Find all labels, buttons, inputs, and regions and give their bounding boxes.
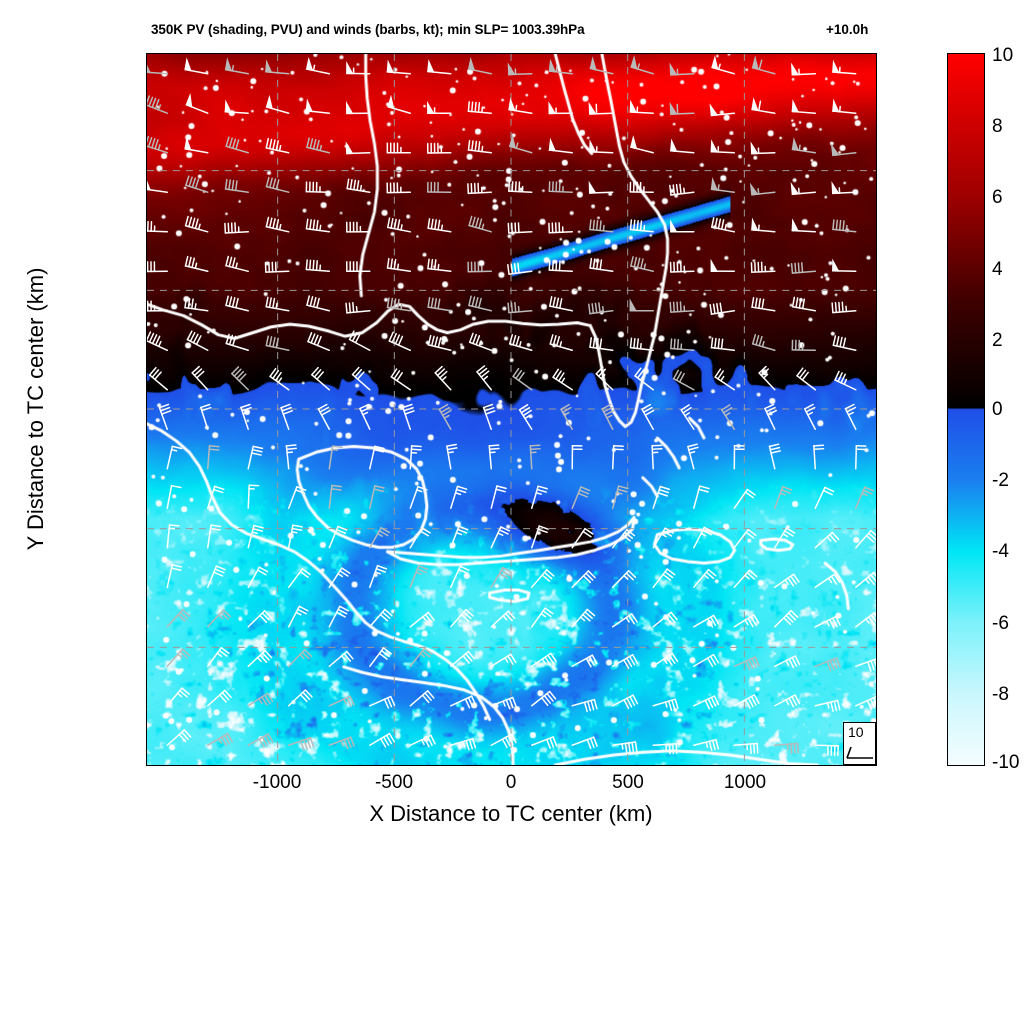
barb-reference-legend: 10 bbox=[843, 722, 876, 765]
plot-title: 350K PV (shading, PVU) and winds (barbs,… bbox=[151, 22, 585, 37]
barb-reference-icon bbox=[846, 746, 873, 759]
colorbar-tick-label: 2 bbox=[992, 330, 1003, 351]
colorbar-tick-label: 10 bbox=[992, 45, 1014, 66]
colorbar-tick-label: -8 bbox=[992, 684, 1009, 705]
x-tick-label: -500 bbox=[374, 772, 414, 793]
pv-shading-canvas bbox=[147, 54, 876, 765]
x-tick-label: 1000 bbox=[723, 772, 767, 793]
x-tick-label: 0 bbox=[505, 772, 517, 793]
colorbar-tick-label: -2 bbox=[992, 470, 1009, 491]
colorbar-tick-label: 8 bbox=[992, 116, 1003, 137]
barb-reference-value: 10 bbox=[848, 724, 864, 740]
colorbar-gradient bbox=[948, 54, 984, 765]
colorbar-tick-label: 4 bbox=[992, 259, 1003, 280]
colorbar[interactable] bbox=[947, 53, 985, 766]
x-tick-label: 500 bbox=[612, 772, 644, 793]
colorbar-tick-label: 0 bbox=[992, 399, 1003, 420]
x-axis-title: X Distance to TC center (km) bbox=[369, 801, 653, 826]
x-tick-label: -1000 bbox=[252, 772, 302, 793]
colorbar-tick-label: 6 bbox=[992, 187, 1003, 208]
colorbar-tick-label: -6 bbox=[992, 613, 1009, 634]
forecast-hour-label: +10.0h bbox=[826, 22, 869, 37]
colorbar-tick-label: -4 bbox=[992, 541, 1009, 562]
y-axis-title: Y Distance to TC center (km) bbox=[23, 267, 48, 551]
colorbar-tick-label: -10 bbox=[992, 752, 1020, 773]
